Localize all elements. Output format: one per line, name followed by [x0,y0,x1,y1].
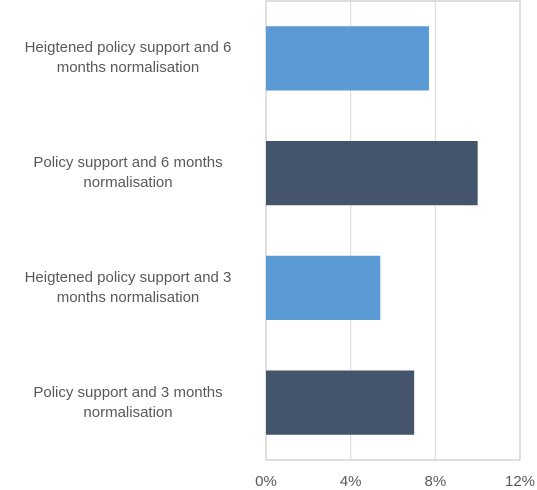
x-tick-label: 8% [424,473,446,490]
y-tick-label: Policy support and 6 months normalisatio… [33,154,223,192]
y-tick-label: Heigtened policy support and 6 months no… [24,39,232,77]
x-tick-label: 4% [340,473,362,490]
bar [266,370,415,435]
bar [266,140,478,206]
bar [266,26,429,91]
x-tick-label: 12% [505,473,535,490]
y-tick-label: Policy support and 3 months normalisatio… [33,383,223,421]
y-tick-label: Heigtened policy support and 3 months no… [24,268,232,306]
plot-frame [265,0,521,461]
x-tick-label: 0% [255,473,277,490]
bar [266,255,381,321]
